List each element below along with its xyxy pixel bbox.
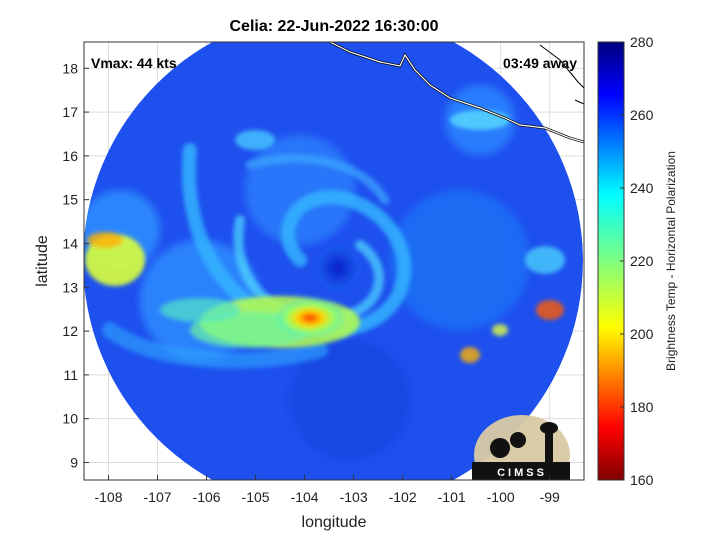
y-tick-label: 10 [62, 411, 78, 427]
y-axis: 9 10 11 12 13 14 15 16 17 18 [62, 60, 89, 470]
x-axis: -108 -107 -106 -105 -104 -103 -102 -101 -100 -99 [94, 475, 560, 505]
colorbar-tick-label: 280 [630, 34, 654, 50]
y-tick-label: 17 [62, 104, 78, 120]
x-tick-label: -99 [540, 489, 560, 505]
colorbar-tick-label: 200 [630, 326, 654, 342]
y-tick-label: 15 [62, 192, 78, 208]
chart-title: Celia: 22-Jun-2022 16:30:00 [230, 18, 439, 35]
plot-area: CIMSS Vmax: 44 kts 03:49 away [84, 42, 584, 480]
x-tick-label: -101 [438, 489, 466, 505]
time-away-annotation: 03:49 away [503, 55, 577, 71]
y-tick-label: 9 [70, 454, 78, 470]
y-axis-label: latitude [34, 235, 51, 287]
colorbar-tick-label: 160 [630, 472, 654, 488]
coastline [329, 42, 584, 144]
y-tick-label: 18 [62, 60, 78, 76]
x-tick-label: -104 [291, 489, 319, 505]
y-tick-label: 16 [62, 148, 78, 164]
y-tick-label: 14 [62, 235, 78, 251]
x-tick-label: -103 [340, 489, 368, 505]
y-tick-label: 13 [62, 279, 78, 295]
x-tick-label: -107 [144, 489, 172, 505]
colorbar-tick-label: 180 [630, 399, 654, 415]
x-tick-label: -108 [94, 489, 122, 505]
colorbar-tick-label: 260 [630, 107, 654, 123]
colorbar-tick-label: 240 [630, 180, 654, 196]
colorbar: 160 180 200 220 240 260 280 Brightness Temp - … [597, 34, 678, 488]
cimss-logo-text: CIMSS [497, 467, 547, 479]
colorbar-tick-label: 220 [630, 253, 654, 269]
axes-frame [83, 41, 585, 481]
x-tick-label: -106 [193, 489, 221, 505]
colorbar-label: Brightness Temp - Horizontal Polarizatio… [664, 151, 678, 371]
brightness-temp-swath [84, 42, 583, 480]
y-tick-label: 11 [63, 367, 78, 383]
x-tick-label: -102 [389, 489, 417, 505]
cimss-logo: CIMSS [472, 415, 570, 480]
colorbar-ticks: 160 180 200 220 240 260 280 [620, 34, 654, 488]
y-tick-label: 12 [62, 323, 78, 339]
x-tick-label: -105 [242, 489, 270, 505]
x-tick-label: -100 [487, 489, 515, 505]
x-axis-label: longitude [302, 514, 367, 531]
vmax-annotation: Vmax: 44 kts [91, 55, 177, 71]
